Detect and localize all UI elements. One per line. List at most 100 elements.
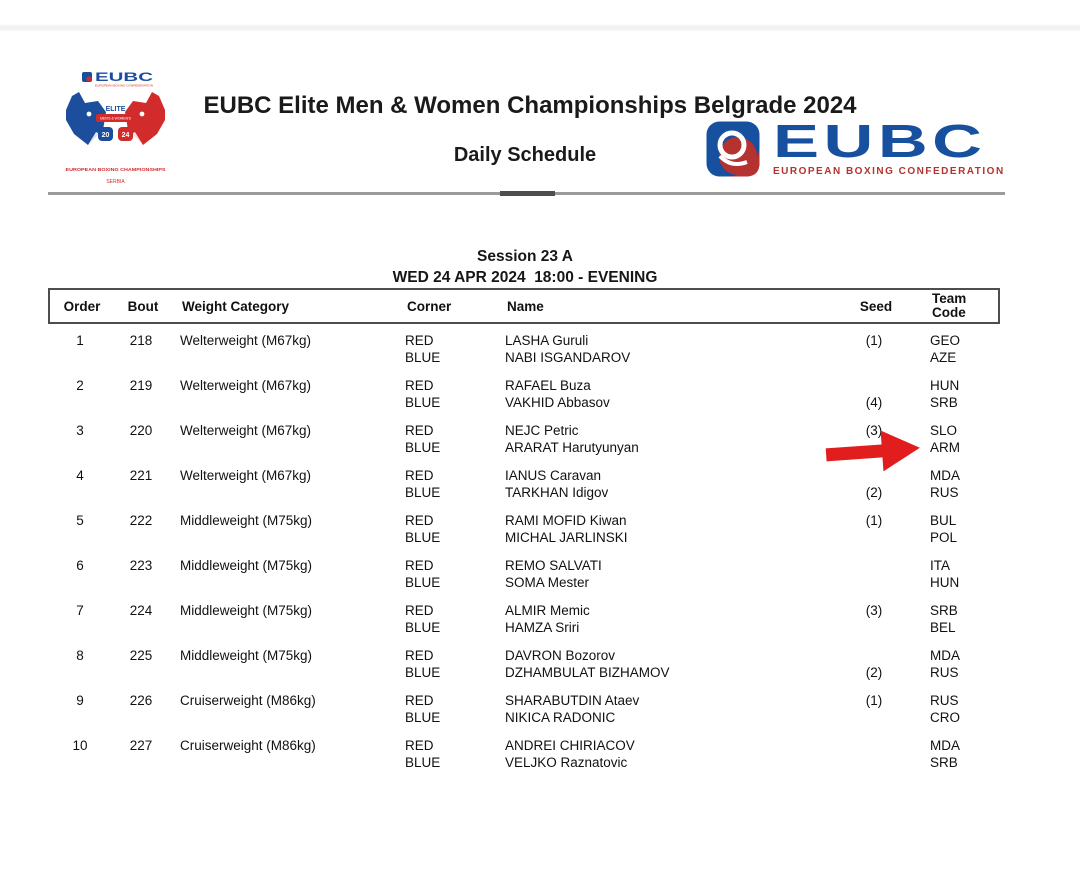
weight-category: Middleweight (M75kg)	[180, 648, 313, 663]
highlight-arrow-icon	[825, 430, 920, 472]
seed-cell: (2)	[838, 467, 910, 501]
blue-team-code: POL	[930, 530, 958, 545]
blue-corner-label: BLUE	[405, 575, 441, 590]
team-cell: BUL POL	[910, 512, 1000, 546]
red-corner-label: RED	[405, 648, 434, 663]
red-boxer-name: REMO SALVATI	[505, 558, 602, 573]
red-team-code: ITA	[930, 558, 950, 573]
blue-team-code: BEL	[930, 620, 956, 635]
bout-number: 223	[129, 558, 153, 573]
red-boxer-name: SHARABUTDIN Ataev	[505, 693, 640, 708]
red-team-code: BUL	[930, 513, 957, 528]
blue-corner-label: BLUE	[405, 710, 441, 725]
corner-cell: RED BLUE	[395, 467, 495, 501]
col-header-corner: Corner	[407, 298, 452, 314]
red-team-code: SRB	[930, 603, 958, 618]
event-label: EUROPEAN BOXING CHAMPIONSHIPS	[66, 167, 167, 173]
eubc-logo: EUBC EUROPEAN BOXING CONFEDERATION	[705, 118, 1005, 178]
bout-row: 1 218 Welterweight (M67kg) RED BLUE LASH…	[48, 332, 1000, 366]
page-top-edge	[0, 24, 1080, 31]
blue-boxer-name: MICHAL JARLINSKI	[505, 530, 628, 545]
corner-cell: RED BLUE	[395, 737, 495, 771]
bout-row: 4 221 Welterweight (M67kg) RED BLUE IANU…	[48, 467, 1000, 501]
table-header-row: Order Bout Weight Category Corner Name S…	[48, 288, 1000, 324]
seed-cell: (1)	[838, 512, 910, 546]
red-seed: (1)	[865, 513, 883, 528]
host-label: SERBIA	[106, 179, 125, 185]
weight-category: Cruiserweight (M86kg)	[180, 693, 316, 708]
seed-cell: (3)	[838, 422, 910, 456]
bout-row: 8 225 Middleweight (M75kg) RED BLUE DAVR…	[48, 647, 1000, 681]
bout-number: 227	[129, 738, 153, 753]
bout-order: 5	[76, 513, 84, 528]
blue-seed	[838, 754, 910, 771]
bout-number: 221	[129, 468, 153, 483]
blue-team-code: AZE	[930, 350, 957, 365]
bout-order: 9	[76, 693, 84, 708]
ribbon	[96, 114, 135, 122]
blue-boxer-name: DZHAMBULAT BIZHAMOV	[505, 665, 670, 680]
red-seed: (3)	[865, 423, 883, 438]
bout-row: 10 227 Cruiserweight (M86kg) RED BLUE AN…	[48, 737, 1000, 771]
red-seed	[838, 377, 910, 394]
bout-number: 218	[129, 333, 153, 348]
team-cell: SRB BEL	[910, 602, 1000, 636]
bout-order: 7	[76, 603, 84, 618]
corner-cell: RED BLUE	[395, 512, 495, 546]
blue-seed	[838, 619, 910, 636]
blue-wolf-icon	[66, 92, 106, 145]
seed-cell	[838, 557, 910, 591]
name-cell: REMO SALVATI SOMA Mester	[495, 557, 838, 591]
blue-seed: (2)	[865, 485, 883, 500]
corner-cell: RED BLUE	[395, 602, 495, 636]
blue-team-code: RUS	[930, 665, 959, 680]
blue-team-code: HUN	[930, 575, 960, 590]
weight-category: Cruiserweight (M86kg)	[180, 738, 316, 753]
red-team-code: HUN	[930, 378, 960, 393]
red-wolf-icon	[125, 92, 165, 145]
bout-rows: 1 218 Welterweight (M67kg) RED BLUE LASH…	[48, 324, 1000, 771]
name-cell: NEJC Petric ARARAT Harutyunyan	[495, 422, 838, 456]
corner-cell: RED BLUE	[395, 557, 495, 591]
bout-number: 222	[129, 513, 153, 528]
blue-corner-label: BLUE	[405, 530, 441, 545]
team-cell: MDA RUS	[910, 467, 1000, 501]
red-seed: (3)	[865, 603, 883, 618]
red-boxer-name: ANDREI CHIRIACOV	[505, 738, 635, 753]
header-divider-dark-segment	[500, 191, 555, 196]
elite-label: ELITE	[106, 106, 126, 113]
eubc-fullname: EUROPEAN BOXING CONFEDERATION	[773, 165, 1005, 177]
eubc-glove-icon	[706, 121, 760, 177]
glove-24-icon	[118, 127, 133, 141]
mini-wordmark-sub: EUROPEAN BOXING CONFEDERATION	[95, 84, 153, 88]
team-cell: MDA SRB	[910, 737, 1000, 771]
blue-corner-label: BLUE	[405, 620, 441, 635]
bout-row: 3 220 Welterweight (M67kg) RED BLUE NEJC…	[48, 422, 1000, 456]
blue-corner-label: BLUE	[405, 395, 441, 410]
col-header-name: Name	[507, 298, 544, 314]
blue-corner-label: BLUE	[405, 350, 441, 365]
weight-category: Welterweight (M67kg)	[180, 378, 312, 393]
name-cell: LASHA Guruli NABI ISGANDAROV	[495, 332, 838, 366]
name-cell: IANUS Caravan TARKHAN Idigov	[495, 467, 838, 501]
red-corner-label: RED	[405, 738, 434, 753]
red-boxer-name: IANUS Caravan	[505, 468, 602, 483]
col-header-team-code: Team Code	[932, 291, 967, 320]
bout-number: 220	[129, 423, 153, 438]
blue-boxer-name: ARARAT Harutyunyan	[505, 440, 639, 455]
bout-order: 1	[76, 333, 84, 348]
red-seed	[838, 557, 910, 574]
blue-boxer-name: HAMZA Sriri	[505, 620, 580, 635]
blue-seed: (4)	[865, 395, 883, 410]
team-cell: HUN SRB	[910, 377, 1000, 411]
bout-order: 10	[72, 738, 88, 753]
blue-team-code: CRO	[930, 710, 960, 725]
blue-boxer-name: TARKHAN Idigov	[505, 485, 609, 500]
svg-text:20: 20	[102, 132, 110, 139]
bout-number: 226	[129, 693, 153, 708]
weight-category: Middleweight (M75kg)	[180, 558, 313, 573]
blue-boxer-name: NIKICA RADONIC	[505, 710, 616, 725]
bout-order: 6	[76, 558, 84, 573]
blue-team-code: RUS	[930, 485, 959, 500]
